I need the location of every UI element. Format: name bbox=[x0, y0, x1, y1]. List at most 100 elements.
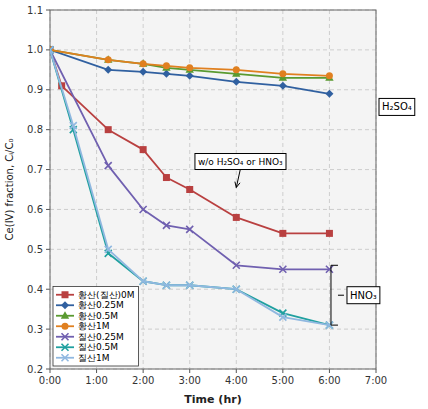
tick-mark bbox=[50, 369, 51, 373]
grid-line bbox=[236, 10, 237, 369]
tick-label: 4:00 bbox=[225, 375, 247, 386]
legend-label: 황산0.25M bbox=[78, 300, 124, 310]
data-point bbox=[105, 126, 112, 133]
legend-item: 황산(질산)0M bbox=[56, 290, 135, 300]
legend-box bbox=[53, 287, 139, 367]
tick-label: 0.9 bbox=[27, 84, 43, 95]
annotation: w/o H₂SO₄ or HNO₃ bbox=[195, 154, 286, 170]
tick-label: 0.5 bbox=[27, 244, 43, 255]
legend-marker bbox=[61, 311, 69, 319]
legend-item: 질산0.5M bbox=[56, 342, 118, 352]
legend-marker bbox=[61, 301, 69, 309]
series bbox=[50, 46, 333, 98]
y-axis-label: Ce(IV) fraction, Cᵢ/C₀ bbox=[4, 139, 15, 241]
series-line bbox=[50, 50, 329, 233]
tick-mark bbox=[329, 369, 330, 373]
legend-label: 질산0.5M bbox=[78, 342, 118, 352]
grid-line bbox=[50, 209, 376, 210]
legend-label: 황산(질산)0M bbox=[78, 290, 135, 300]
grid bbox=[50, 10, 376, 369]
tick-mark bbox=[46, 209, 50, 210]
tick-label: 0.2 bbox=[27, 364, 43, 375]
tick-label: 0.3 bbox=[27, 324, 43, 335]
annotation: H₂SO₄ bbox=[379, 98, 415, 115]
grid-line bbox=[50, 89, 376, 90]
tick-label: 0.4 bbox=[27, 284, 43, 295]
data-point bbox=[279, 266, 286, 273]
data-point bbox=[186, 64, 193, 71]
tick-mark bbox=[46, 329, 50, 330]
tick-mark bbox=[46, 10, 50, 11]
data-point bbox=[279, 314, 286, 321]
series bbox=[50, 46, 333, 236]
tick-label: 1:00 bbox=[85, 375, 107, 386]
legend-marker bbox=[62, 354, 69, 361]
annotation-text: w/o H₂SO₄ or HNO₃ bbox=[198, 157, 283, 167]
series-line bbox=[50, 50, 329, 325]
plot-area bbox=[50, 10, 376, 369]
data-point bbox=[326, 230, 333, 237]
plot-frame bbox=[50, 10, 376, 369]
data-point bbox=[105, 162, 112, 169]
data-point bbox=[140, 60, 147, 67]
data-point bbox=[140, 278, 147, 285]
tick-label: 2:00 bbox=[132, 375, 154, 386]
tick-label: 0.6 bbox=[27, 204, 43, 215]
grid-line bbox=[50, 129, 376, 130]
series bbox=[50, 46, 333, 79]
data-point bbox=[139, 59, 147, 67]
annotation-text: H₂SO₄ bbox=[382, 101, 412, 112]
axes: 0:001:002:003:004:005:006:007:000.20.30.… bbox=[27, 5, 387, 387]
tick-mark bbox=[376, 369, 377, 373]
tick-label: 0.8 bbox=[27, 124, 43, 135]
data-point bbox=[140, 206, 147, 213]
tick-label: 3:00 bbox=[178, 375, 200, 386]
data-point bbox=[326, 266, 333, 273]
annotation-bracket bbox=[331, 265, 344, 325]
data-point bbox=[186, 226, 193, 233]
legend-marker bbox=[62, 291, 69, 298]
data-point bbox=[233, 262, 240, 269]
data-point bbox=[233, 66, 240, 73]
tick-mark bbox=[46, 89, 50, 90]
legend-item: 황산0.5M bbox=[56, 311, 118, 321]
legend-label: 황산1M bbox=[78, 321, 110, 331]
data-point bbox=[186, 186, 193, 193]
grid-line bbox=[50, 49, 376, 50]
tick-label: 5:00 bbox=[272, 375, 294, 386]
series bbox=[50, 45, 334, 80]
tick-label: 1.0 bbox=[27, 44, 43, 55]
data-point bbox=[233, 286, 240, 293]
tick-mark bbox=[282, 369, 283, 373]
data-point bbox=[326, 72, 333, 79]
tick-mark bbox=[189, 369, 190, 373]
tick-label: 0:00 bbox=[39, 375, 61, 386]
tick-mark bbox=[236, 369, 237, 373]
tick-mark bbox=[46, 129, 50, 130]
tick-mark bbox=[96, 369, 97, 373]
annotation-box bbox=[379, 98, 415, 115]
data-point bbox=[70, 122, 77, 129]
data-point bbox=[163, 222, 170, 229]
data-point bbox=[163, 282, 170, 289]
legend-label: 질산0.25M bbox=[78, 332, 124, 342]
data-point bbox=[162, 70, 170, 78]
legend-marker bbox=[62, 323, 69, 330]
data-point bbox=[139, 68, 147, 76]
data-point bbox=[186, 65, 194, 73]
chart: 0:001:002:003:004:005:006:007:000.20.30.… bbox=[0, 0, 428, 409]
series-line bbox=[50, 50, 329, 76]
legend-marker bbox=[62, 344, 69, 351]
tick-label: 1.1 bbox=[27, 5, 43, 16]
annotation-arrow bbox=[235, 170, 240, 188]
legend: 황산(질산)0M황산0.25M황산0.5M황산1M질산0.25M질산0.5M질산… bbox=[53, 287, 139, 367]
data-point bbox=[162, 63, 170, 71]
grid-line bbox=[282, 10, 283, 369]
annotation-text: HNO₃ bbox=[350, 290, 377, 301]
data-point bbox=[232, 78, 240, 86]
legend-item: 황산0.25M bbox=[56, 300, 124, 310]
annotation-box bbox=[195, 154, 286, 170]
data-point bbox=[140, 146, 147, 153]
tick-mark bbox=[46, 49, 50, 50]
data-point bbox=[105, 246, 112, 253]
